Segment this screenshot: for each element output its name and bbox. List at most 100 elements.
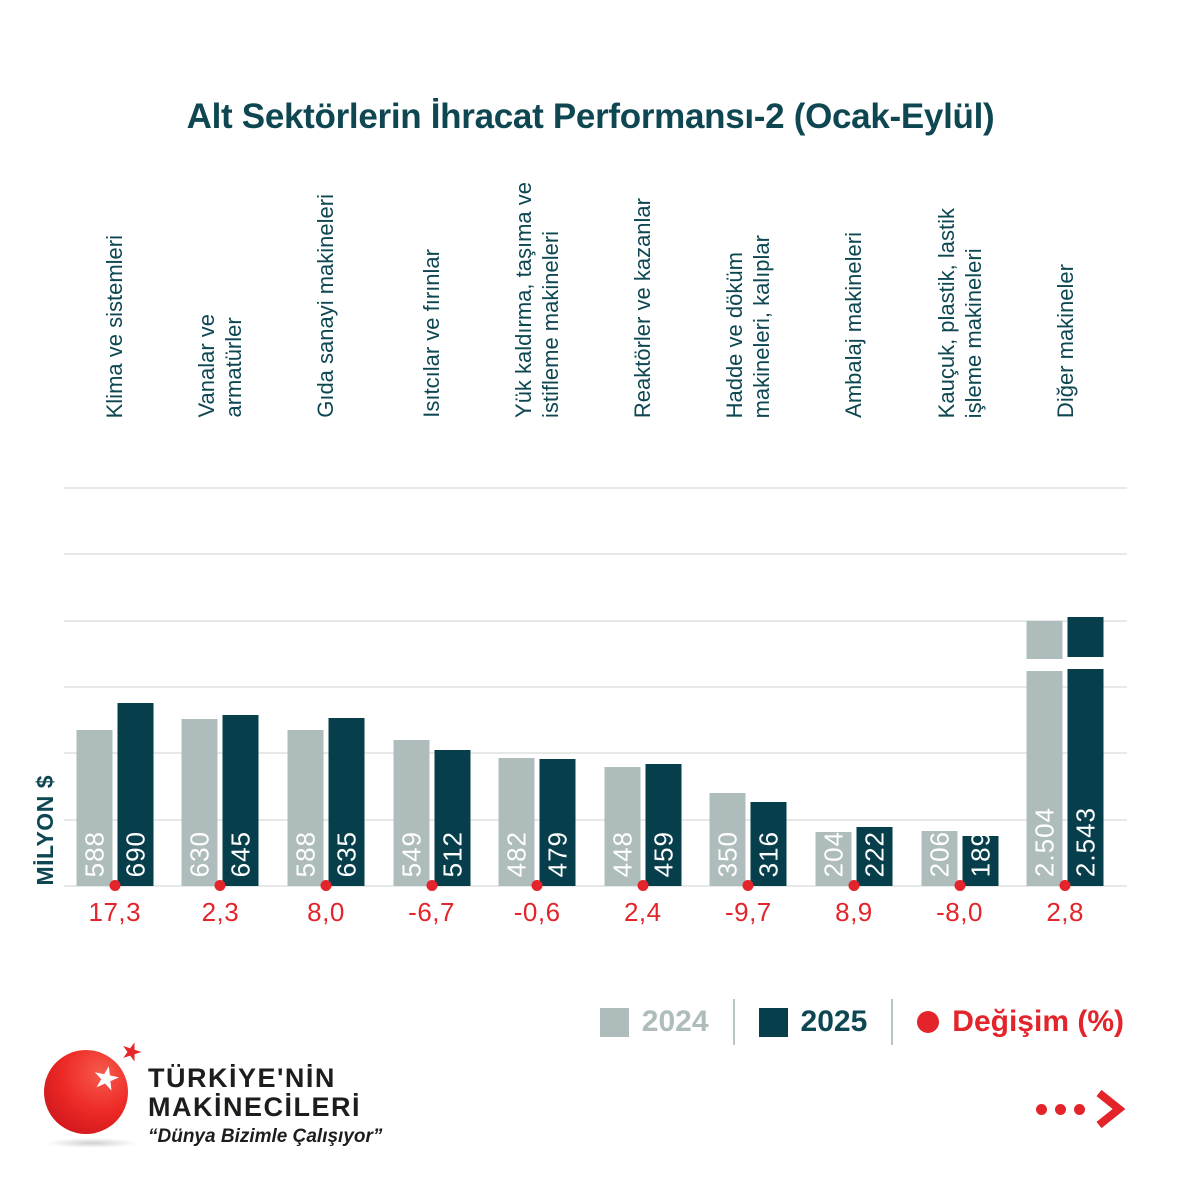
change-percent-value: -9,7 xyxy=(724,897,772,927)
gridline xyxy=(64,885,1127,887)
bar-group: 2.504 2.543 xyxy=(1025,488,1105,886)
legend-label-2024: 2024 xyxy=(641,1005,709,1038)
bar-group-cell: 630 645 xyxy=(168,488,274,891)
bar-value-label: 549 xyxy=(396,830,427,877)
category-labels-row: Klima ve sistemleri Vanalar ve armatürler… xyxy=(62,175,1118,418)
chart-title: Alt Sektörlerin İhracat Performansı-2 (O… xyxy=(186,97,995,136)
bar-value-label: 204 xyxy=(818,830,849,877)
change-percent-value: 8,9 xyxy=(835,897,873,927)
bar-2025: 316 xyxy=(750,802,787,886)
bar-value-label: 2.543 xyxy=(1070,806,1101,877)
logo-line1: TÜRKİYE'NİN xyxy=(148,1063,336,1093)
category-label: Klima ve sistemleri xyxy=(102,234,128,418)
bar-2024: 206 xyxy=(921,831,958,886)
gridline xyxy=(64,619,1127,622)
category-label: Yük kaldırma, taşıma ve istifleme makine… xyxy=(511,182,564,418)
axis-break-gap xyxy=(1066,657,1105,669)
bar-2025: 459 xyxy=(645,764,682,886)
category-label: Reaktörler ve kazanlar xyxy=(630,197,656,418)
logo-line2: MAKİNECİLERİ xyxy=(148,1092,361,1122)
bar-value-label: 588 xyxy=(290,830,321,877)
bar-value-label: 588 xyxy=(79,830,110,877)
change-percent-value: 2,8 xyxy=(1046,897,1084,927)
bar-group: 630 645 xyxy=(181,488,259,886)
bar-group: 448 459 xyxy=(604,488,682,886)
bar-2025: 635 xyxy=(328,717,365,886)
bar-2025: 690 xyxy=(117,702,154,886)
bar-group-cell: 448 459 xyxy=(590,488,696,891)
legend-item-2025: 2025 xyxy=(758,1005,867,1039)
change-percent-row: 17,3 2,3 8,0 -6,7 -0,6 2,4 -9,7 8,9 -8,0 2,8 xyxy=(62,897,1118,928)
bar-value-label: 479 xyxy=(542,830,573,877)
bar-2024: 482 xyxy=(498,758,535,886)
category-label-cell: Kauçuk, plastik, lastik işleme makineler… xyxy=(907,175,1013,418)
legend-divider xyxy=(732,999,735,1045)
bar-group: 204 222 xyxy=(815,488,893,886)
change-point-dot xyxy=(214,880,226,891)
bar-2025: 479 xyxy=(539,758,576,886)
bar-value-label: 482 xyxy=(501,830,532,877)
category-label-cell: Klima ve sistemleri xyxy=(62,175,168,418)
category-label-cell: Reaktörler ve kazanlar xyxy=(590,175,696,418)
change-percent-value: -0,6 xyxy=(513,897,561,927)
category-label-cell: Yük kaldırma, taşıma ve istifleme makine… xyxy=(484,175,590,418)
logo-ball-wrap: ★ ★ xyxy=(44,1035,146,1148)
change-percent-value: -8,0 xyxy=(936,897,983,927)
brand-logo: ★ ★ TÜRKİYE'NİN MAKİNECİLERİ “Dünya Bizi… xyxy=(44,1035,383,1148)
change-dot-icon xyxy=(917,1011,940,1033)
bar-value-label: 316 xyxy=(753,830,784,877)
gridline xyxy=(64,553,1127,556)
legend-label-change: Değişim (%) xyxy=(952,1005,1124,1038)
change-cell: 2,8 xyxy=(1012,897,1118,928)
legend-item-2024: 2024 xyxy=(599,1005,709,1039)
bar-group-cell: 206 189 xyxy=(907,488,1013,891)
change-point-dot xyxy=(320,880,332,891)
bar-value-label: 189 xyxy=(965,830,996,877)
bar-value-label: 350 xyxy=(712,830,743,877)
legend-item-change: Değişim (%) xyxy=(917,1005,1124,1039)
gridline xyxy=(64,752,1127,755)
bar-group-cell: 482 479 xyxy=(484,488,590,891)
category-label: Ambalaj makineleri xyxy=(841,232,867,418)
bar-value-label: 222 xyxy=(859,830,890,877)
category-label: Gıda sanayi makineleri xyxy=(313,194,339,418)
bar-group: 206 189 xyxy=(921,488,999,886)
bar-2025: 189 xyxy=(962,831,999,886)
category-label: Hadde ve döküm makineleri, kalıplar xyxy=(722,234,775,418)
bar-value-label: 635 xyxy=(331,830,362,877)
legend-divider xyxy=(891,999,894,1045)
bar-2024: 350 xyxy=(709,793,746,886)
bar-value-label: 690 xyxy=(120,830,151,877)
category-label: Diğer makineler xyxy=(1052,263,1078,418)
change-percent-value: 17,3 xyxy=(88,897,142,927)
bar-group-cell: 588 690 xyxy=(62,488,168,891)
category-label-cell: Diğer makineler xyxy=(1012,175,1118,418)
red-star-icon: ★ xyxy=(116,1035,147,1069)
logo-red-ball-icon xyxy=(44,1050,128,1134)
bar-value-label: 645 xyxy=(225,830,256,877)
chart-legend: 2024 2025 Değişim (%) xyxy=(599,999,1124,1045)
change-cell: -0,6 xyxy=(484,897,590,928)
change-point-dot xyxy=(531,880,543,891)
arrow-dot-icon xyxy=(1074,1103,1085,1115)
arrow-dot-icon xyxy=(1055,1103,1066,1115)
bar-2024: 2.504 xyxy=(1025,621,1064,886)
bar-value-label: 630 xyxy=(184,830,215,877)
next-arrow-button[interactable] xyxy=(1036,1090,1125,1128)
change-point-dot xyxy=(426,880,438,891)
change-percent-value: -6,7 xyxy=(408,897,455,927)
category-label: Vanalar ve armatürler xyxy=(194,314,247,418)
category-label-cell: Gıda sanayi makineleri xyxy=(273,175,379,418)
bar-value-label: 2.504 xyxy=(1029,806,1060,877)
bar-group: 350 316 xyxy=(709,488,787,886)
chevron-right-icon xyxy=(1096,1090,1125,1128)
change-cell: 8,0 xyxy=(273,897,379,928)
change-cell: 2,4 xyxy=(590,897,696,928)
bar-2025: 222 xyxy=(856,827,893,886)
bar-2024: 588 xyxy=(287,730,324,886)
change-cell: 2,3 xyxy=(168,897,274,928)
gridline xyxy=(64,818,1127,821)
logo-tagline: “Dünya Bizimle Çalışıyor” xyxy=(148,1126,383,1147)
category-label-cell: Vanalar ve armatürler xyxy=(168,175,274,418)
change-point-dot xyxy=(637,880,649,891)
